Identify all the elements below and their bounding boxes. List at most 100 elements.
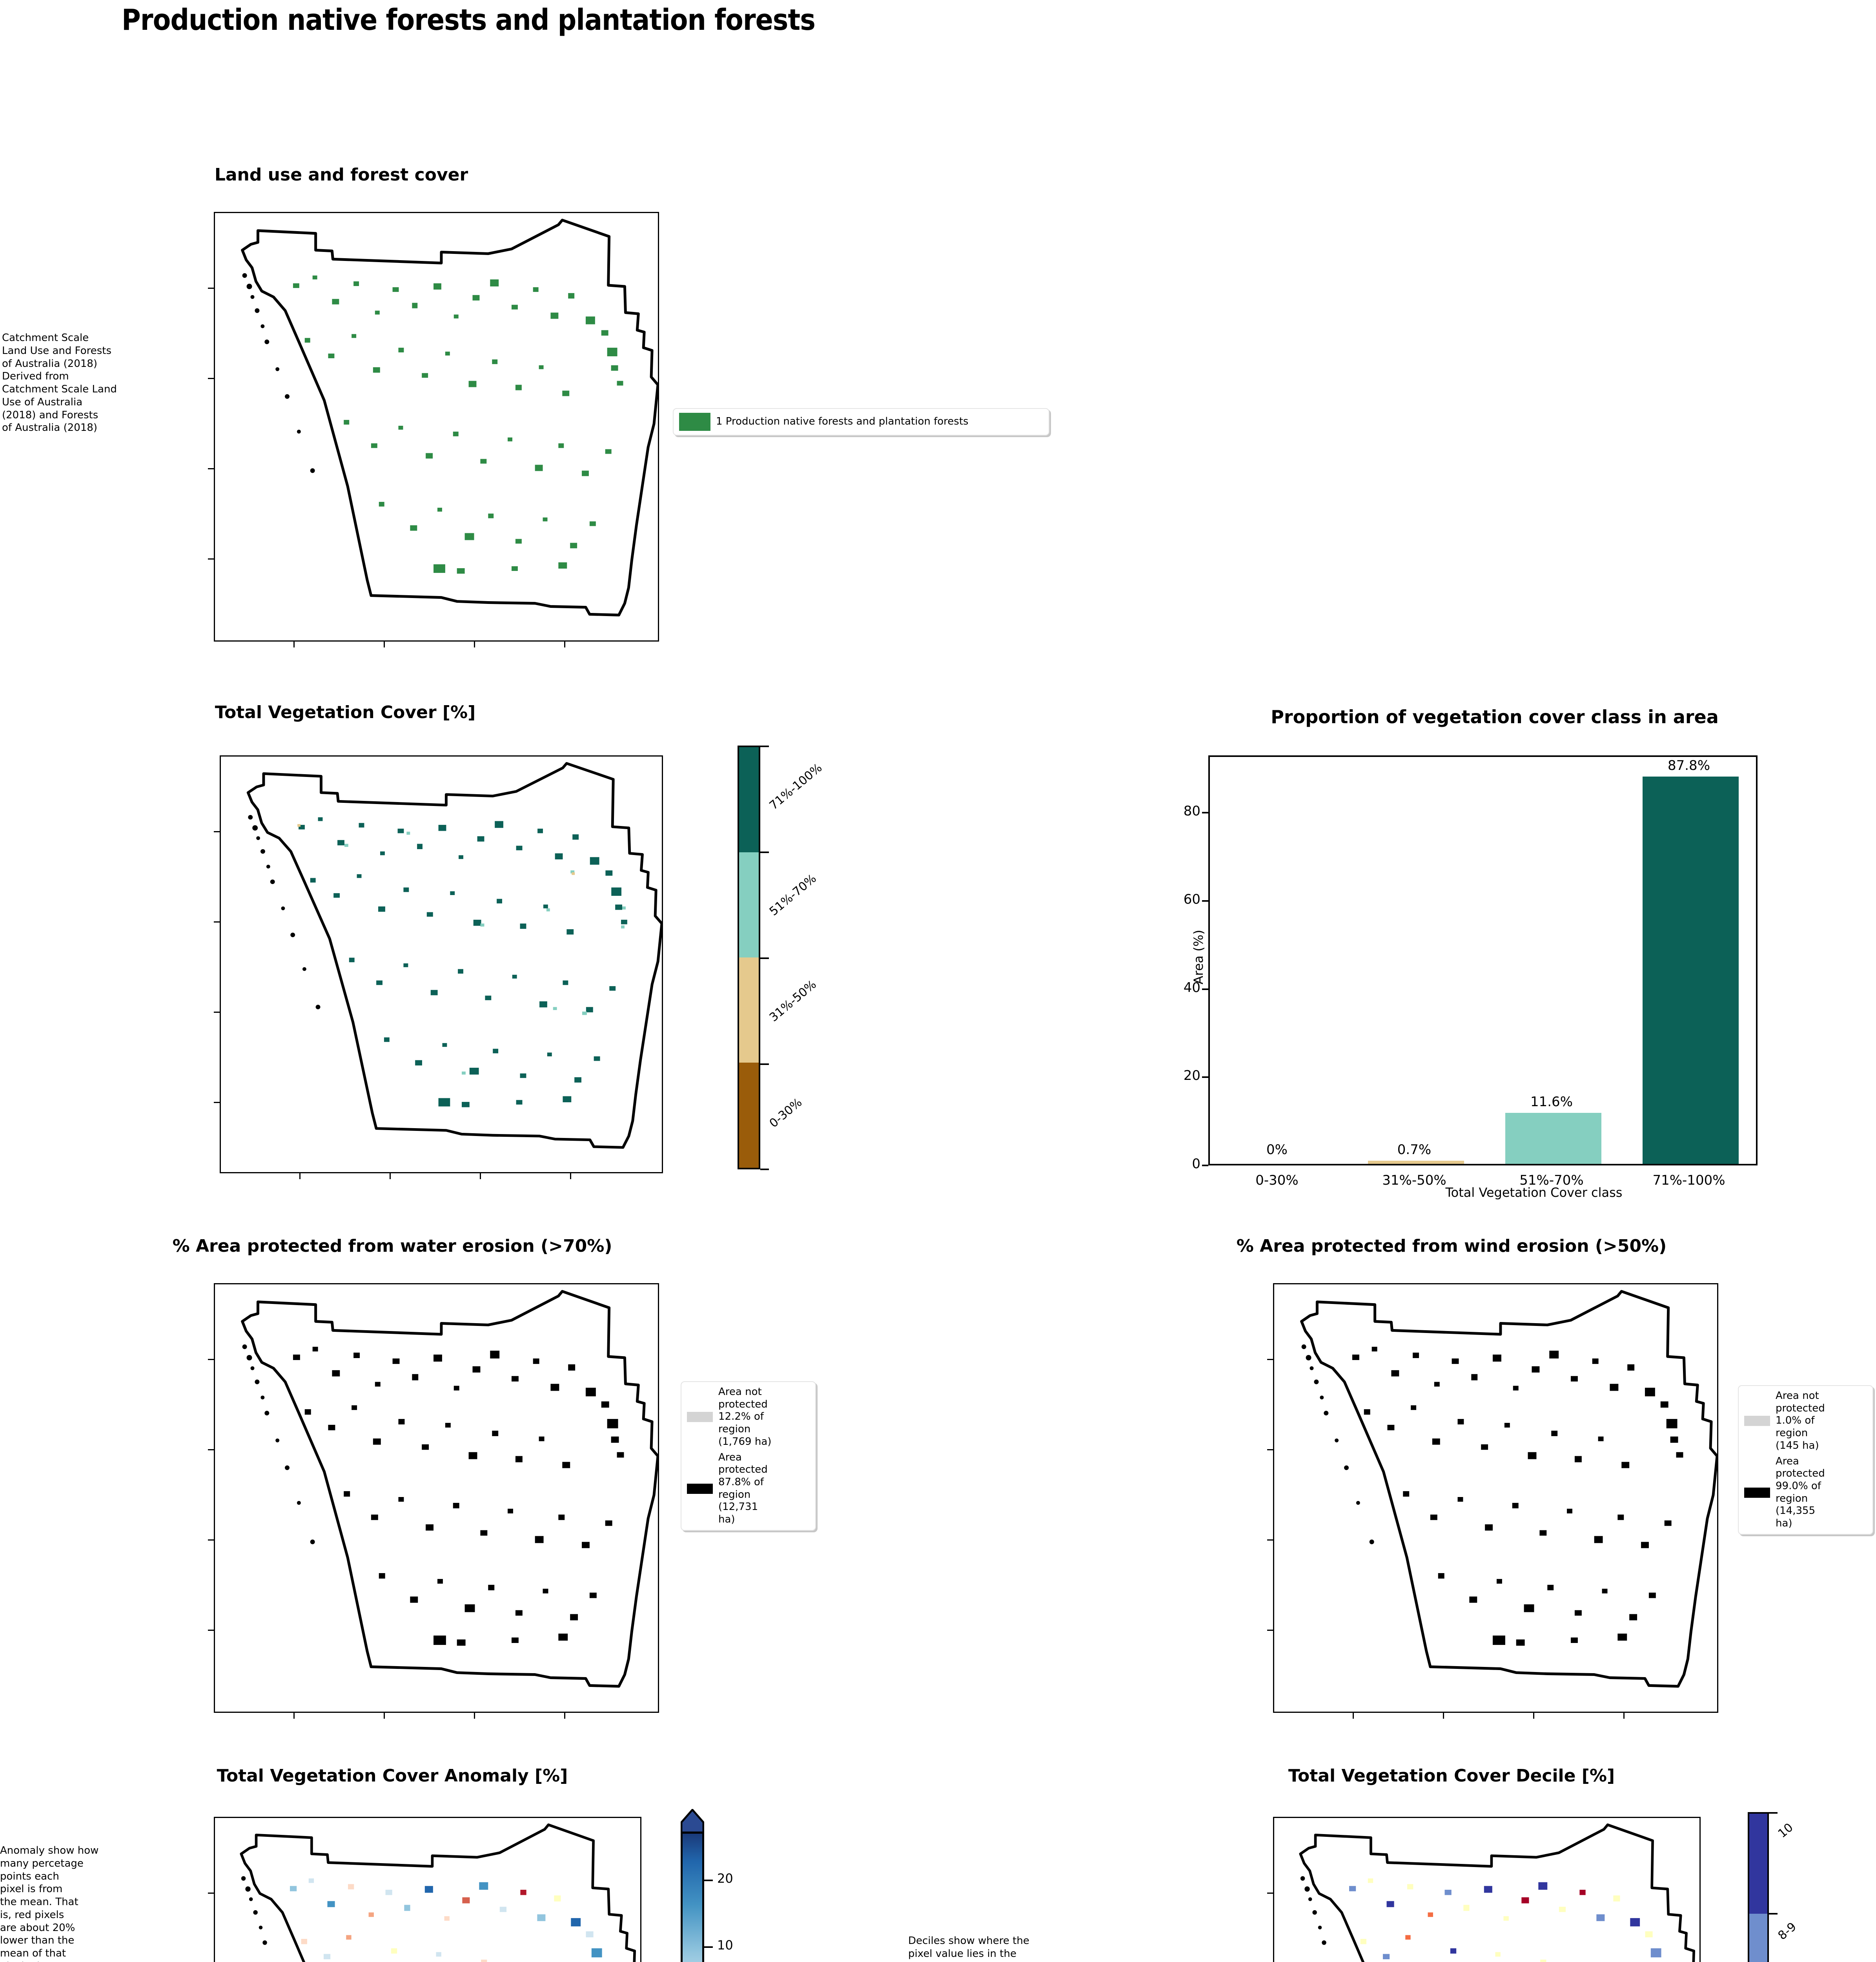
anomaly-colorbar-tick bbox=[704, 1880, 713, 1881]
region-outline-icon bbox=[215, 213, 658, 640]
x-axis-category-1: 31%-50% bbox=[1382, 1172, 1446, 1188]
anomaly-panel-title: Total Vegetation Cover Anomaly [%] bbox=[217, 1766, 568, 1786]
region-outline-icon bbox=[215, 1284, 658, 1712]
veg-cover-panel-title: Total Vegetation Cover [%] bbox=[215, 702, 476, 722]
decile-label-10: 10 bbox=[1775, 1820, 1796, 1841]
colorbar-tick bbox=[1769, 1913, 1778, 1915]
colorbar-tick bbox=[760, 746, 769, 747]
map-tick bbox=[1267, 1539, 1274, 1541]
colorbar-tick bbox=[760, 1063, 769, 1065]
y-axis-tick-mark bbox=[1202, 900, 1208, 902]
bar-51-70[interactable] bbox=[1505, 1112, 1601, 1164]
page-title: Production native forests and plantation… bbox=[122, 3, 816, 37]
legend-swatch-not-protected bbox=[1744, 1416, 1770, 1426]
bar-value-label-0: 0% bbox=[1266, 1142, 1288, 1158]
water-erosion-map bbox=[208, 1283, 659, 1719]
y-axis-title: Area (%) bbox=[1191, 930, 1206, 985]
colorbar-segment-0-30 bbox=[739, 1063, 759, 1168]
bar-value-label-1: 0.7% bbox=[1397, 1142, 1432, 1158]
colorbar-segment-31-50 bbox=[739, 957, 759, 1063]
map-tick bbox=[1267, 1449, 1274, 1450]
map-tick bbox=[1533, 1712, 1534, 1719]
colorbar-segment-51-70 bbox=[739, 852, 759, 957]
colorbar-label-31-50: 31%-50% bbox=[767, 977, 819, 1025]
anomaly-explainer-note: Anomaly show how many percetage points e… bbox=[0, 1845, 99, 1962]
colorbar-label-0-30: 0-30% bbox=[767, 1096, 805, 1131]
water-erosion-panel-title: % Area protected from water erosion (>70… bbox=[172, 1236, 612, 1256]
veg-cover-map bbox=[214, 755, 663, 1179]
map-tick bbox=[293, 640, 295, 647]
y-axis-tick-label-80: 80 bbox=[1183, 803, 1200, 819]
map-tick bbox=[208, 558, 215, 560]
map-tick bbox=[208, 1359, 215, 1360]
map-tick bbox=[214, 831, 221, 832]
map-tick bbox=[208, 1893, 215, 1894]
x-axis-category-0: 0-30% bbox=[1255, 1172, 1299, 1188]
map-tick bbox=[293, 1712, 295, 1719]
x-axis-category-2: 51%-70% bbox=[1519, 1172, 1584, 1188]
legend-swatch-not-protected bbox=[687, 1412, 713, 1422]
map-tick bbox=[390, 1172, 391, 1179]
map-tick bbox=[1353, 1712, 1354, 1719]
land-use-map bbox=[208, 212, 659, 647]
map-tick bbox=[1267, 1893, 1274, 1894]
wind-legend-label-protected: Area protected 99.0% of region (14,355 h… bbox=[1776, 1455, 1825, 1530]
decile-colorbar bbox=[1748, 1812, 1769, 1962]
map-tick bbox=[208, 378, 215, 379]
map-tick bbox=[564, 1712, 565, 1719]
legend-color-swatch bbox=[679, 413, 710, 431]
bar-chart-title: Proportion of vegetation cover class in … bbox=[1271, 706, 1719, 728]
map-tick bbox=[208, 1449, 215, 1450]
water-erosion-legend: Area not protected 12.2% of region (1,76… bbox=[681, 1381, 816, 1531]
region-outline-icon bbox=[1274, 1284, 1717, 1712]
colorbar-tick bbox=[760, 852, 769, 853]
water-legend-label-not-protected: Area not protected 12.2% of region (1,76… bbox=[718, 1386, 772, 1448]
land-use-panel-title: Land use and forest cover bbox=[214, 165, 468, 185]
water-legend-label-protected: Area protected 87.8% of region (12,731 h… bbox=[718, 1451, 768, 1526]
bar-31-50[interactable] bbox=[1368, 1161, 1464, 1164]
map-tick bbox=[384, 640, 385, 647]
anomaly-map bbox=[208, 1817, 641, 1962]
legend-swatch-protected bbox=[1744, 1487, 1770, 1498]
colorbar-tick bbox=[1769, 1812, 1778, 1814]
wind-erosion-legend: Area not protected 1.0% of region (145 h… bbox=[1738, 1385, 1873, 1535]
map-tick bbox=[474, 1712, 475, 1719]
wind-erosion-map bbox=[1267, 1283, 1718, 1719]
decile-map bbox=[1267, 1817, 1701, 1962]
y-axis-tick-label-20: 20 bbox=[1183, 1068, 1200, 1084]
anomaly-tick-label-10: 10 bbox=[717, 1938, 733, 1953]
colorbar-tick bbox=[760, 1169, 769, 1170]
x-axis-category-3: 71%-100% bbox=[1652, 1172, 1725, 1188]
wind-erosion-panel-title: % Area protected from wind erosion (>50%… bbox=[1236, 1236, 1667, 1256]
bar-value-label-2: 11.6% bbox=[1530, 1094, 1573, 1110]
map-tick bbox=[208, 288, 215, 289]
y-axis-tick-label-0: 0 bbox=[1192, 1156, 1200, 1172]
decile-panel-title: Total Vegetation Cover Decile [%] bbox=[1288, 1766, 1615, 1786]
region-outline-icon bbox=[215, 1818, 640, 1962]
bar-chart-right-spine bbox=[1756, 755, 1758, 1165]
y-axis-tick-mark bbox=[1202, 1076, 1208, 1078]
map-tick bbox=[564, 640, 565, 647]
map-tick bbox=[474, 640, 475, 647]
land-use-legend: 1 Production native forests and plantati… bbox=[673, 408, 1049, 436]
map-tick bbox=[214, 921, 221, 923]
y-axis-tick-label-60: 60 bbox=[1183, 891, 1200, 907]
land-use-legend-label: 1 Production native forests and plantati… bbox=[716, 416, 969, 428]
anomaly-colorbar bbox=[681, 1832, 704, 1962]
decile-label-8-9: 8-9 bbox=[1775, 1920, 1799, 1943]
bar-71-100[interactable] bbox=[1642, 777, 1739, 1164]
land-use-source-note: Catchment Scale Land Use and Forests of … bbox=[2, 332, 117, 434]
map-tick bbox=[214, 1102, 221, 1103]
veg-cover-colorbar bbox=[738, 746, 760, 1169]
y-axis-tick-label-40: 40 bbox=[1183, 979, 1200, 996]
anomaly-colorbar-tick bbox=[704, 1946, 713, 1948]
anomaly-tick-label-20: 20 bbox=[717, 1871, 733, 1886]
decile-explainer-note: Deciles show where the pixel value lies … bbox=[908, 1935, 1029, 1962]
colorbar-segment-10 bbox=[1749, 1814, 1767, 1914]
map-tick bbox=[214, 1012, 221, 1013]
map-tick bbox=[1623, 1712, 1625, 1719]
map-tick bbox=[208, 1539, 215, 1541]
bar-chart-top-spine bbox=[1208, 755, 1758, 757]
map-tick bbox=[570, 1172, 571, 1179]
map-tick bbox=[1267, 1359, 1274, 1360]
